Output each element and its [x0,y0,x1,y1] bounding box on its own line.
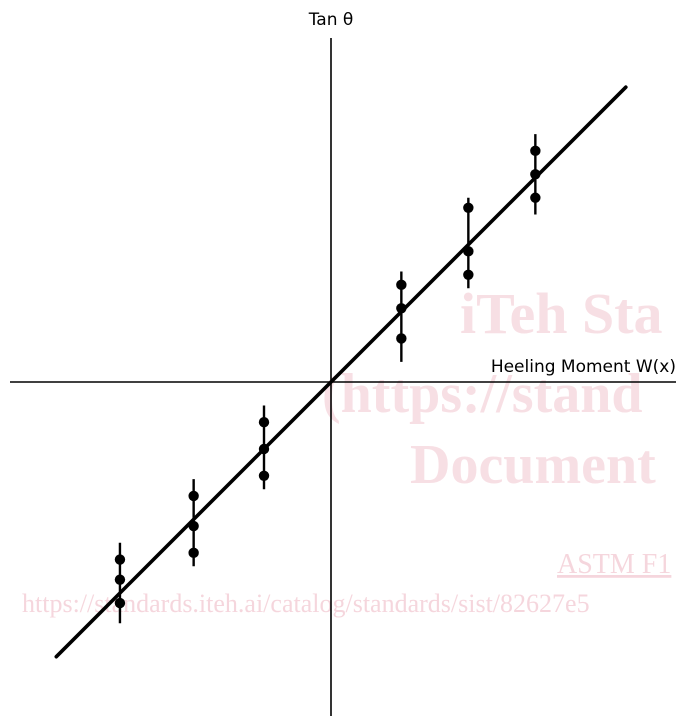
data-point [114,574,126,585]
data-point [396,333,407,344]
watermark-line-4: ASTM F1 [557,549,671,580]
data-point [463,202,474,213]
data-point [463,246,474,257]
data-point [188,520,199,532]
data-point [188,547,199,559]
y-axis-label: Tan θ [308,10,354,30]
data-point [530,169,541,180]
data-point [463,269,474,280]
fit-line [54,85,628,659]
data-point [530,145,541,157]
data-point [114,597,126,609]
data-point [396,303,407,314]
watermark-line-2: (https://stand [322,363,643,425]
data-point [258,470,270,481]
data-groups [114,134,541,624]
data-point [258,417,270,428]
data-point [396,279,407,291]
data-point [114,554,126,565]
watermark-line-3: Document [410,434,656,496]
watermark-line-1: iTeh Sta [460,281,663,346]
data-point [188,490,199,502]
x-axis-label: Heeling Moment W(x) [491,357,676,377]
data-point [258,443,270,455]
data-point [530,192,541,203]
